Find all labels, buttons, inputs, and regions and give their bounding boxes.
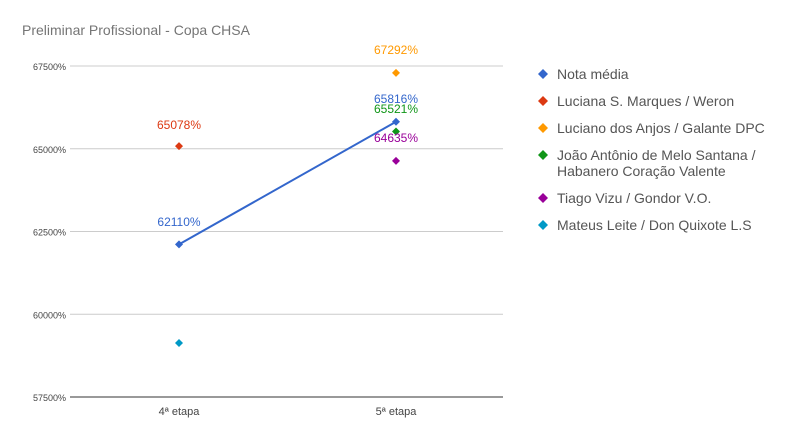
legend-label: Habanero Coração Valente [557, 163, 726, 179]
series-line [178, 120, 397, 246]
legend-item[interactable]: Mateus Leite / Don Quixote L.S [538, 217, 752, 233]
data-label: 67292% [374, 43, 418, 57]
legend-label: Nota média [557, 66, 629, 82]
series-4 [392, 156, 400, 165]
y-tick-label: 57500% [33, 393, 66, 403]
data-label: 64635% [374, 131, 418, 145]
series-3 [392, 127, 400, 136]
data-point[interactable] [175, 240, 183, 249]
legend-label: Mateus Leite / Don Quixote L.S [557, 217, 752, 233]
series-5 [175, 339, 183, 348]
data-point[interactable] [392, 117, 400, 126]
data-label: 65816% [374, 92, 418, 106]
legend-marker-icon [538, 96, 548, 106]
series-1 [175, 142, 183, 151]
legend-item[interactable]: Luciano dos Anjos / Galante DPC [538, 120, 765, 136]
data-point[interactable] [392, 68, 400, 77]
legend-item[interactable]: Nota média [538, 66, 629, 82]
legend-item[interactable]: Luciana S. Marques / Weron [538, 93, 734, 109]
legend-label: João Antônio de Melo Santana / [557, 147, 756, 163]
legend-marker-icon [538, 150, 548, 160]
series-0 [175, 117, 400, 249]
x-tick-label: 5ª etapa [376, 406, 418, 418]
legend-marker-icon [538, 220, 548, 230]
legend-item[interactable]: João Antônio de Melo Santana /Habanero C… [538, 147, 756, 179]
y-tick-label: 62500% [33, 228, 66, 238]
legend-label: Tiago Vizu / Gondor V.O. [557, 190, 711, 206]
x-tick-label: 4ª etapa [159, 406, 201, 418]
legend-marker-icon [538, 123, 548, 133]
legend-item[interactable]: Tiago Vizu / Gondor V.O. [538, 190, 711, 206]
data-point[interactable] [392, 156, 400, 165]
legend-label: Luciano dos Anjos / Galante DPC [557, 120, 765, 136]
y-tick-label: 65000% [33, 145, 66, 155]
legend-marker-icon [538, 193, 548, 203]
y-tick-label: 67500% [33, 62, 66, 72]
data-label: 65078% [157, 118, 201, 132]
y-tick-label: 60000% [33, 310, 66, 320]
data-point[interactable] [175, 142, 183, 151]
legend-marker-icon [538, 69, 548, 79]
data-label: 65521% [374, 102, 418, 116]
chart-title: Preliminar Profissional - Copa CHSA [22, 22, 251, 38]
data-label: 62110% [157, 215, 200, 229]
data-point[interactable] [175, 339, 183, 348]
data-point[interactable] [392, 127, 400, 136]
series-2 [392, 68, 400, 77]
legend-label: Luciana S. Marques / Weron [557, 93, 734, 109]
